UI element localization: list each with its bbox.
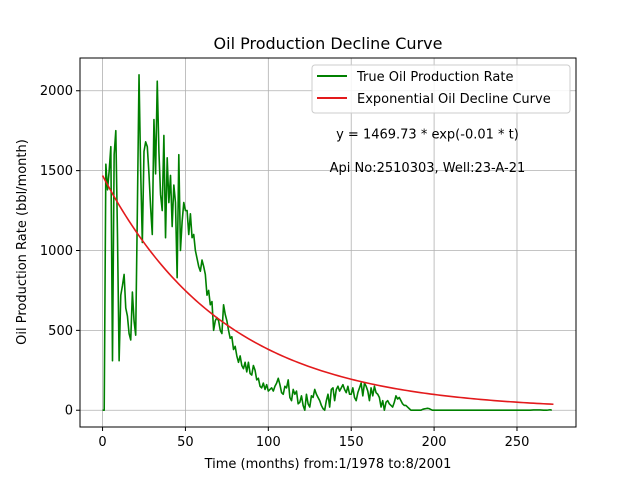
series-line-exponential-fit [101, 175, 554, 406]
legend-label-true-rate: True Oil Production Rate [356, 70, 513, 85]
x-axis-ticks: 0 50 100 150 200 250 [98, 427, 529, 450]
legend: True Oil Production Rate Exponential Oil… [311, 64, 571, 114]
annotations: y = 1469.73 * exp(-0.01 * t) Api No:25103… [330, 128, 526, 177]
y-axis-label: Oil Production Rate (bbl/month) [15, 139, 30, 345]
series-line-true-rate [102, 73, 553, 412]
x-tick-label: 50 [177, 435, 194, 450]
x-tick-label: 0 [98, 435, 106, 450]
x-tick-label: 100 [256, 435, 281, 450]
y-tick-label: 1500 [40, 164, 73, 179]
y-tick-label: 0 [65, 404, 73, 419]
plot-area [101, 73, 554, 412]
x-tick-label: 150 [339, 435, 364, 450]
legend-label-exponential-fit: Exponential Oil Decline Curve [357, 92, 551, 107]
legend-box [311, 64, 571, 114]
annotation-equation: y = 1469.73 * exp(-0.01 * t) [336, 128, 519, 143]
annotation-well-info: Api No:2510303, Well:23-A-21 [330, 161, 526, 176]
axes-frame [79, 57, 577, 428]
y-tick-label: 500 [48, 324, 73, 339]
y-tick-label: 1000 [40, 244, 73, 259]
y-tick-label: 2000 [40, 84, 73, 99]
y-axis-ticks: 0 500 1000 1500 2000 [40, 84, 80, 419]
x-axis-label: Time (months) from:1/1978 to:8/2001 [204, 457, 452, 472]
x-tick-label: 250 [505, 435, 530, 450]
x-tick-label: 200 [422, 435, 447, 450]
chart-title: Oil Production Decline Curve [214, 34, 443, 53]
